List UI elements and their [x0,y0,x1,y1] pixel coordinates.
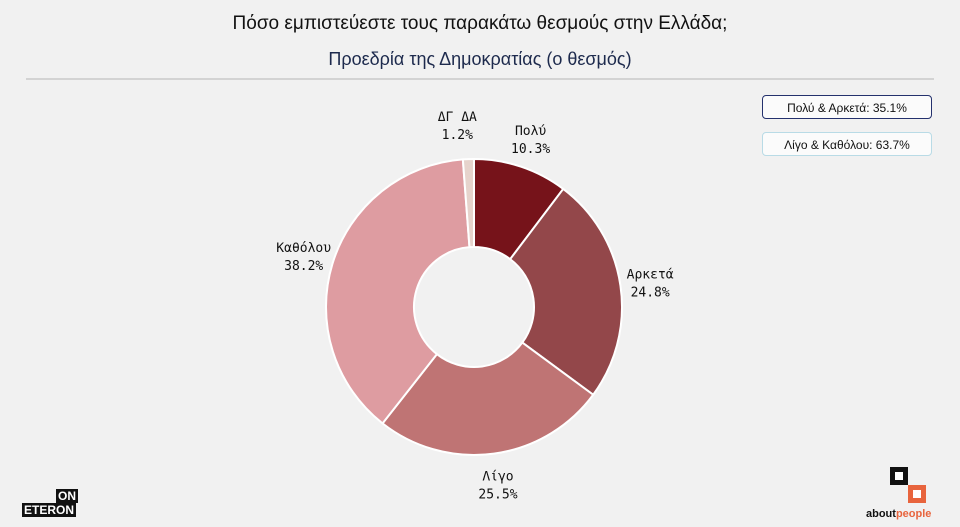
slice-1 [508,187,623,397]
slice-label-2: Λίγο 25.5% [478,469,517,502]
logo-on-text: ON [56,489,78,503]
slice-label-0: Πολύ 10.3% [511,124,550,157]
aboutpeople-logo: aboutpeople [866,465,946,521]
summary-positive-box: Πολύ & Αρκετά: 35.1% [762,95,932,119]
logo-aboutpeople-text: aboutpeople [866,508,932,520]
divider [26,78,934,80]
logo-eteron-text: ETERON [22,503,77,517]
chart-title: Πόσο εμπιστεύεστε τους παρακάτω θεσμούς … [232,13,728,34]
slice-4 [461,157,475,249]
summary-negative-box: Λίγο & Καθόλου: 63.7% [762,132,932,156]
aboutpeople-mark-icon [890,467,926,503]
slice-label-3: Καθόλου 38.2% [276,241,331,274]
slice-3 [325,158,471,425]
slice-label-1: Αρκετά 24.8% [627,267,674,300]
slice-label-4: ΔΓ ΔΑ 1.2% [438,110,477,143]
chart-subtitle: Προεδρία της Δημοκρατίας (ο θεσμός) [328,49,632,69]
slice-2 [381,341,595,456]
